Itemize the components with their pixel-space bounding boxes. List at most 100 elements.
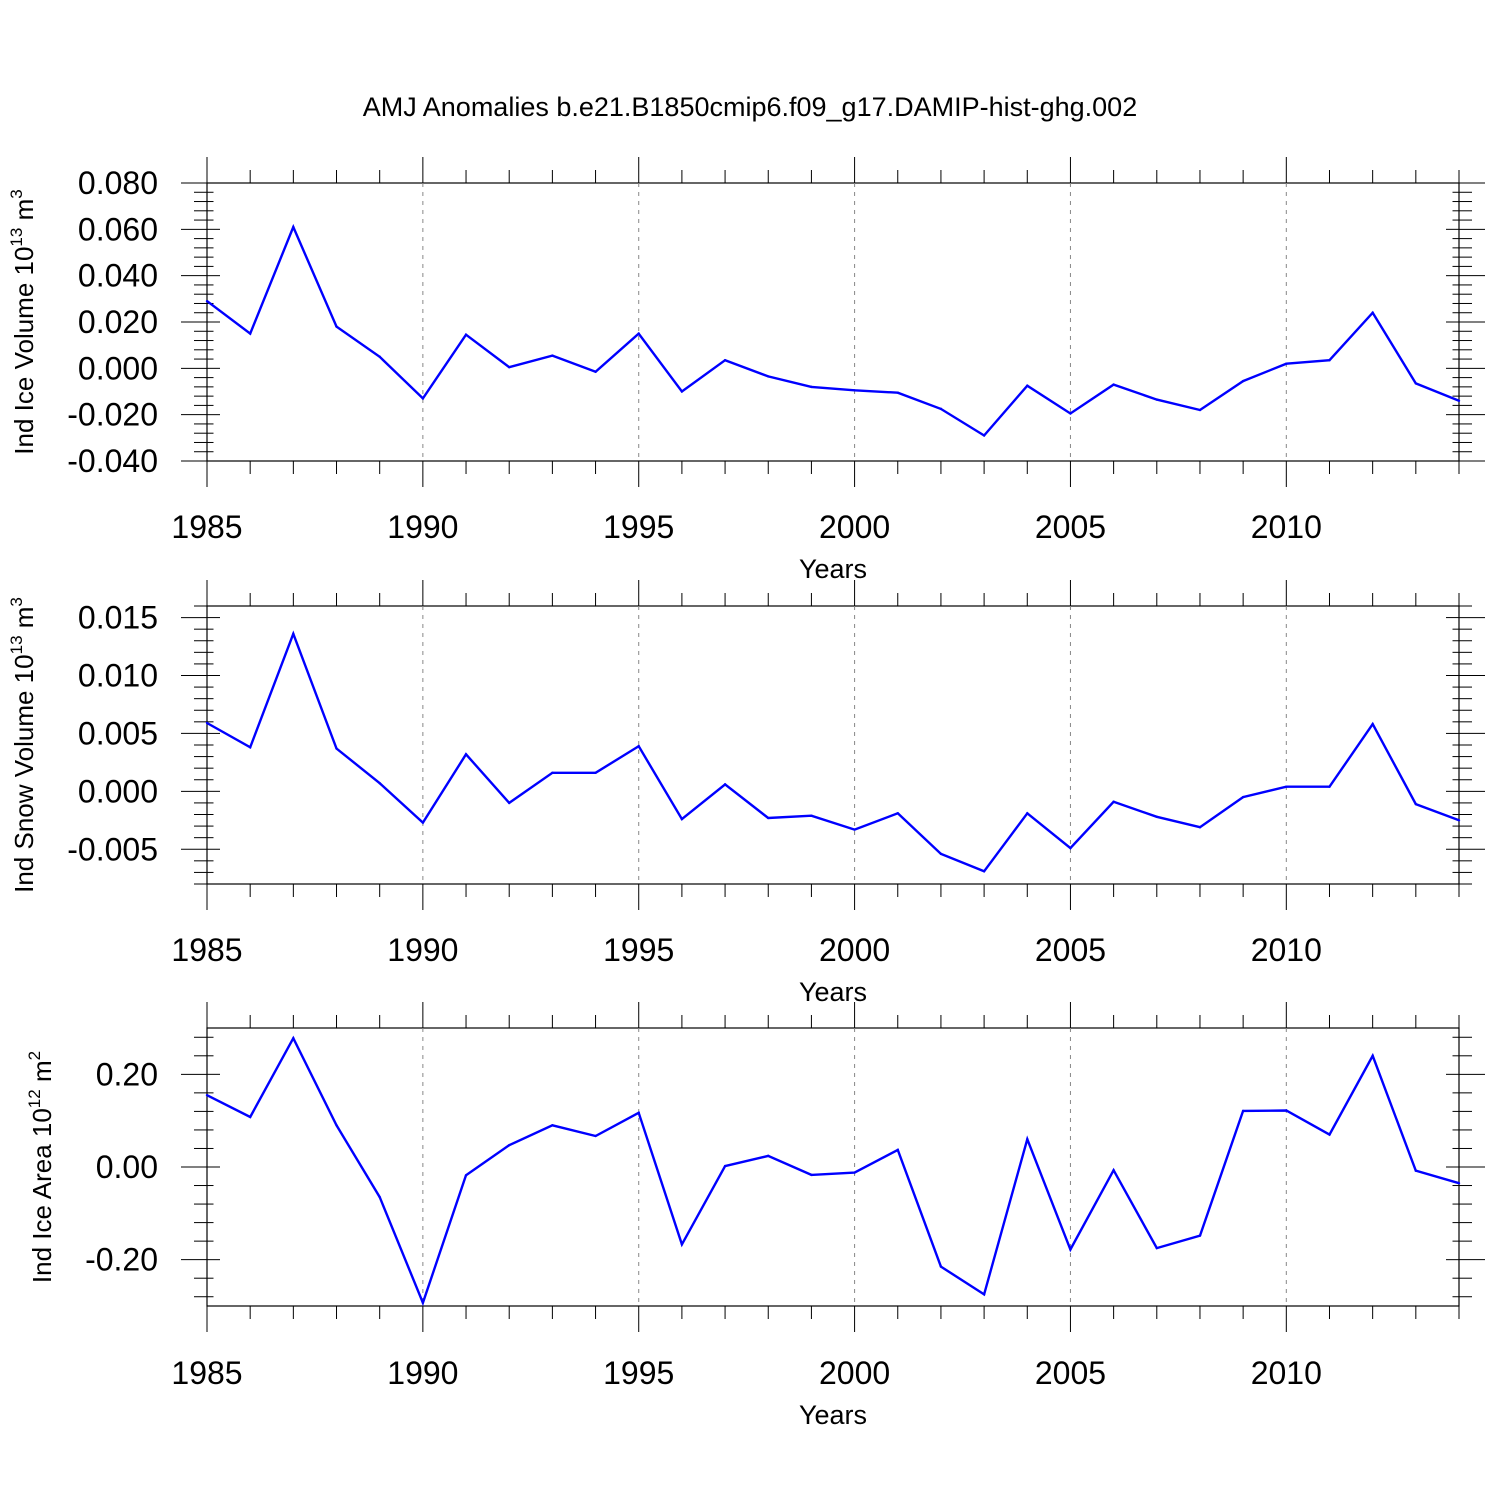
- data-point: [378, 1195, 381, 1199]
- data-point: [421, 397, 425, 400]
- data-point: [637, 332, 640, 335]
- y-label-text: Ind Ice Volume 10: [9, 247, 39, 455]
- data-point: [723, 359, 727, 362]
- data-point: [723, 783, 727, 786]
- y-tick-label: 0.080: [78, 165, 158, 201]
- data-point: [1241, 795, 1245, 799]
- data-point: [767, 816, 770, 820]
- x-tick-label: 1990: [387, 1355, 458, 1391]
- x-tick-label: 1990: [387, 509, 458, 545]
- data-point: [939, 1265, 943, 1268]
- data-point: [680, 817, 684, 821]
- y-tick-label: 0.015: [78, 600, 158, 636]
- data-point: [292, 632, 295, 635]
- data-point: [896, 1148, 899, 1152]
- y-label-unit: m: [9, 607, 39, 636]
- data-point: [1285, 362, 1288, 365]
- chart-panel-3: 1985 1990 1995 2000 2005 2010 Years -0.20 0.00 0.…: [25, 1002, 1485, 1430]
- data-point: [1112, 383, 1115, 386]
- data-point: [205, 1093, 209, 1097]
- y-tick-label: 0.010: [78, 658, 158, 694]
- data-point: [939, 407, 943, 411]
- data-series-line: [206, 630, 1460, 873]
- y-label-text: Ind Snow Volume 10: [9, 654, 39, 893]
- y-tick-label: -0.020: [67, 397, 158, 433]
- data-point: [464, 1174, 468, 1177]
- data-point: [1371, 722, 1374, 726]
- data-point: [421, 821, 425, 824]
- data-point: [1198, 1234, 1202, 1237]
- data-point: [551, 771, 554, 774]
- plot-frame: [206, 605, 1460, 885]
- x-tick-label: 1985: [171, 1355, 242, 1391]
- y-tick-label: 0.000: [78, 350, 158, 386]
- data-point: [637, 1111, 640, 1114]
- data-point: [637, 744, 640, 748]
- data-point: [723, 1164, 727, 1168]
- data-point: [335, 1124, 338, 1127]
- data-point: [1069, 1248, 1072, 1251]
- x-tick-label: 2000: [819, 509, 890, 545]
- data-point: [1069, 412, 1072, 415]
- data-point: [1457, 819, 1461, 822]
- data-point: [1241, 1109, 1245, 1113]
- data-point: [464, 753, 468, 756]
- y-label-unit: m: [27, 1060, 57, 1089]
- data-point: [982, 434, 986, 437]
- data-point: [680, 390, 684, 393]
- data-point: [1112, 800, 1115, 803]
- y-label-unit: m: [9, 199, 39, 228]
- x-tick-label: 2000: [819, 932, 890, 968]
- data-point: [1328, 359, 1331, 362]
- x-axis-label: Years: [799, 977, 867, 1007]
- data-point: [292, 225, 295, 229]
- x-tick-label: 1995: [603, 1355, 674, 1391]
- x-tick-label: 1990: [387, 932, 458, 968]
- y-tick-label: 0.005: [78, 715, 158, 751]
- data-point: [982, 1293, 986, 1296]
- data-point: [853, 1171, 856, 1174]
- plot-frame: [206, 182, 1460, 462]
- data-point: [1155, 815, 1158, 819]
- data-point: [1026, 812, 1029, 815]
- data-point: [810, 814, 813, 817]
- chart-panel-2: 1985 1990 1995 2000 2005 2010 Years -0.005 0.000…: [7, 580, 1485, 1007]
- y-label-unit-exponent: 3: [7, 189, 26, 198]
- y-label-exponent: 12: [25, 1089, 44, 1108]
- y-tick-label: -0.20: [85, 1242, 158, 1278]
- data-point: [378, 782, 381, 785]
- data-point: [205, 721, 209, 725]
- figure-title: AMJ Anomalies b.e21.B1850cmip6.f09_g17.D…: [362, 92, 1138, 122]
- data-point: [1285, 1109, 1288, 1112]
- data-point: [767, 375, 770, 378]
- x-tick-label: 2005: [1035, 1355, 1106, 1391]
- y-tick-label: 0.20: [96, 1056, 158, 1092]
- data-point: [1069, 846, 1072, 850]
- data-series-line: [206, 1035, 1460, 1307]
- y-label-unit-exponent: 2: [25, 1051, 44, 1060]
- y-axis-label: Ind Snow Volume 1013 m3: [7, 597, 39, 893]
- data-point: [594, 771, 597, 774]
- data-point: [205, 299, 209, 303]
- data-point: [248, 1115, 252, 1119]
- data-point: [853, 828, 856, 831]
- data-point: [1112, 1169, 1115, 1172]
- x-tick-label: 2010: [1251, 932, 1322, 968]
- y-tick-label: 0.000: [78, 773, 158, 809]
- y-axis-label: Ind Ice Area 1012 m2: [25, 1051, 57, 1283]
- data-point: [1198, 826, 1202, 829]
- data-point: [1414, 802, 1418, 806]
- data-point: [292, 1036, 295, 1040]
- data-point: [680, 1243, 684, 1246]
- data-point: [1198, 408, 1202, 412]
- y-label-text: Ind Ice Area 10: [27, 1108, 57, 1283]
- data-point: [1457, 399, 1461, 402]
- data-point: [1457, 1182, 1461, 1185]
- x-tick-label: 2005: [1035, 932, 1106, 968]
- y-tick-label: 0.00: [96, 1149, 158, 1185]
- data-point: [767, 1154, 770, 1158]
- data-point: [1155, 398, 1158, 401]
- x-tick-label: 2005: [1035, 509, 1106, 545]
